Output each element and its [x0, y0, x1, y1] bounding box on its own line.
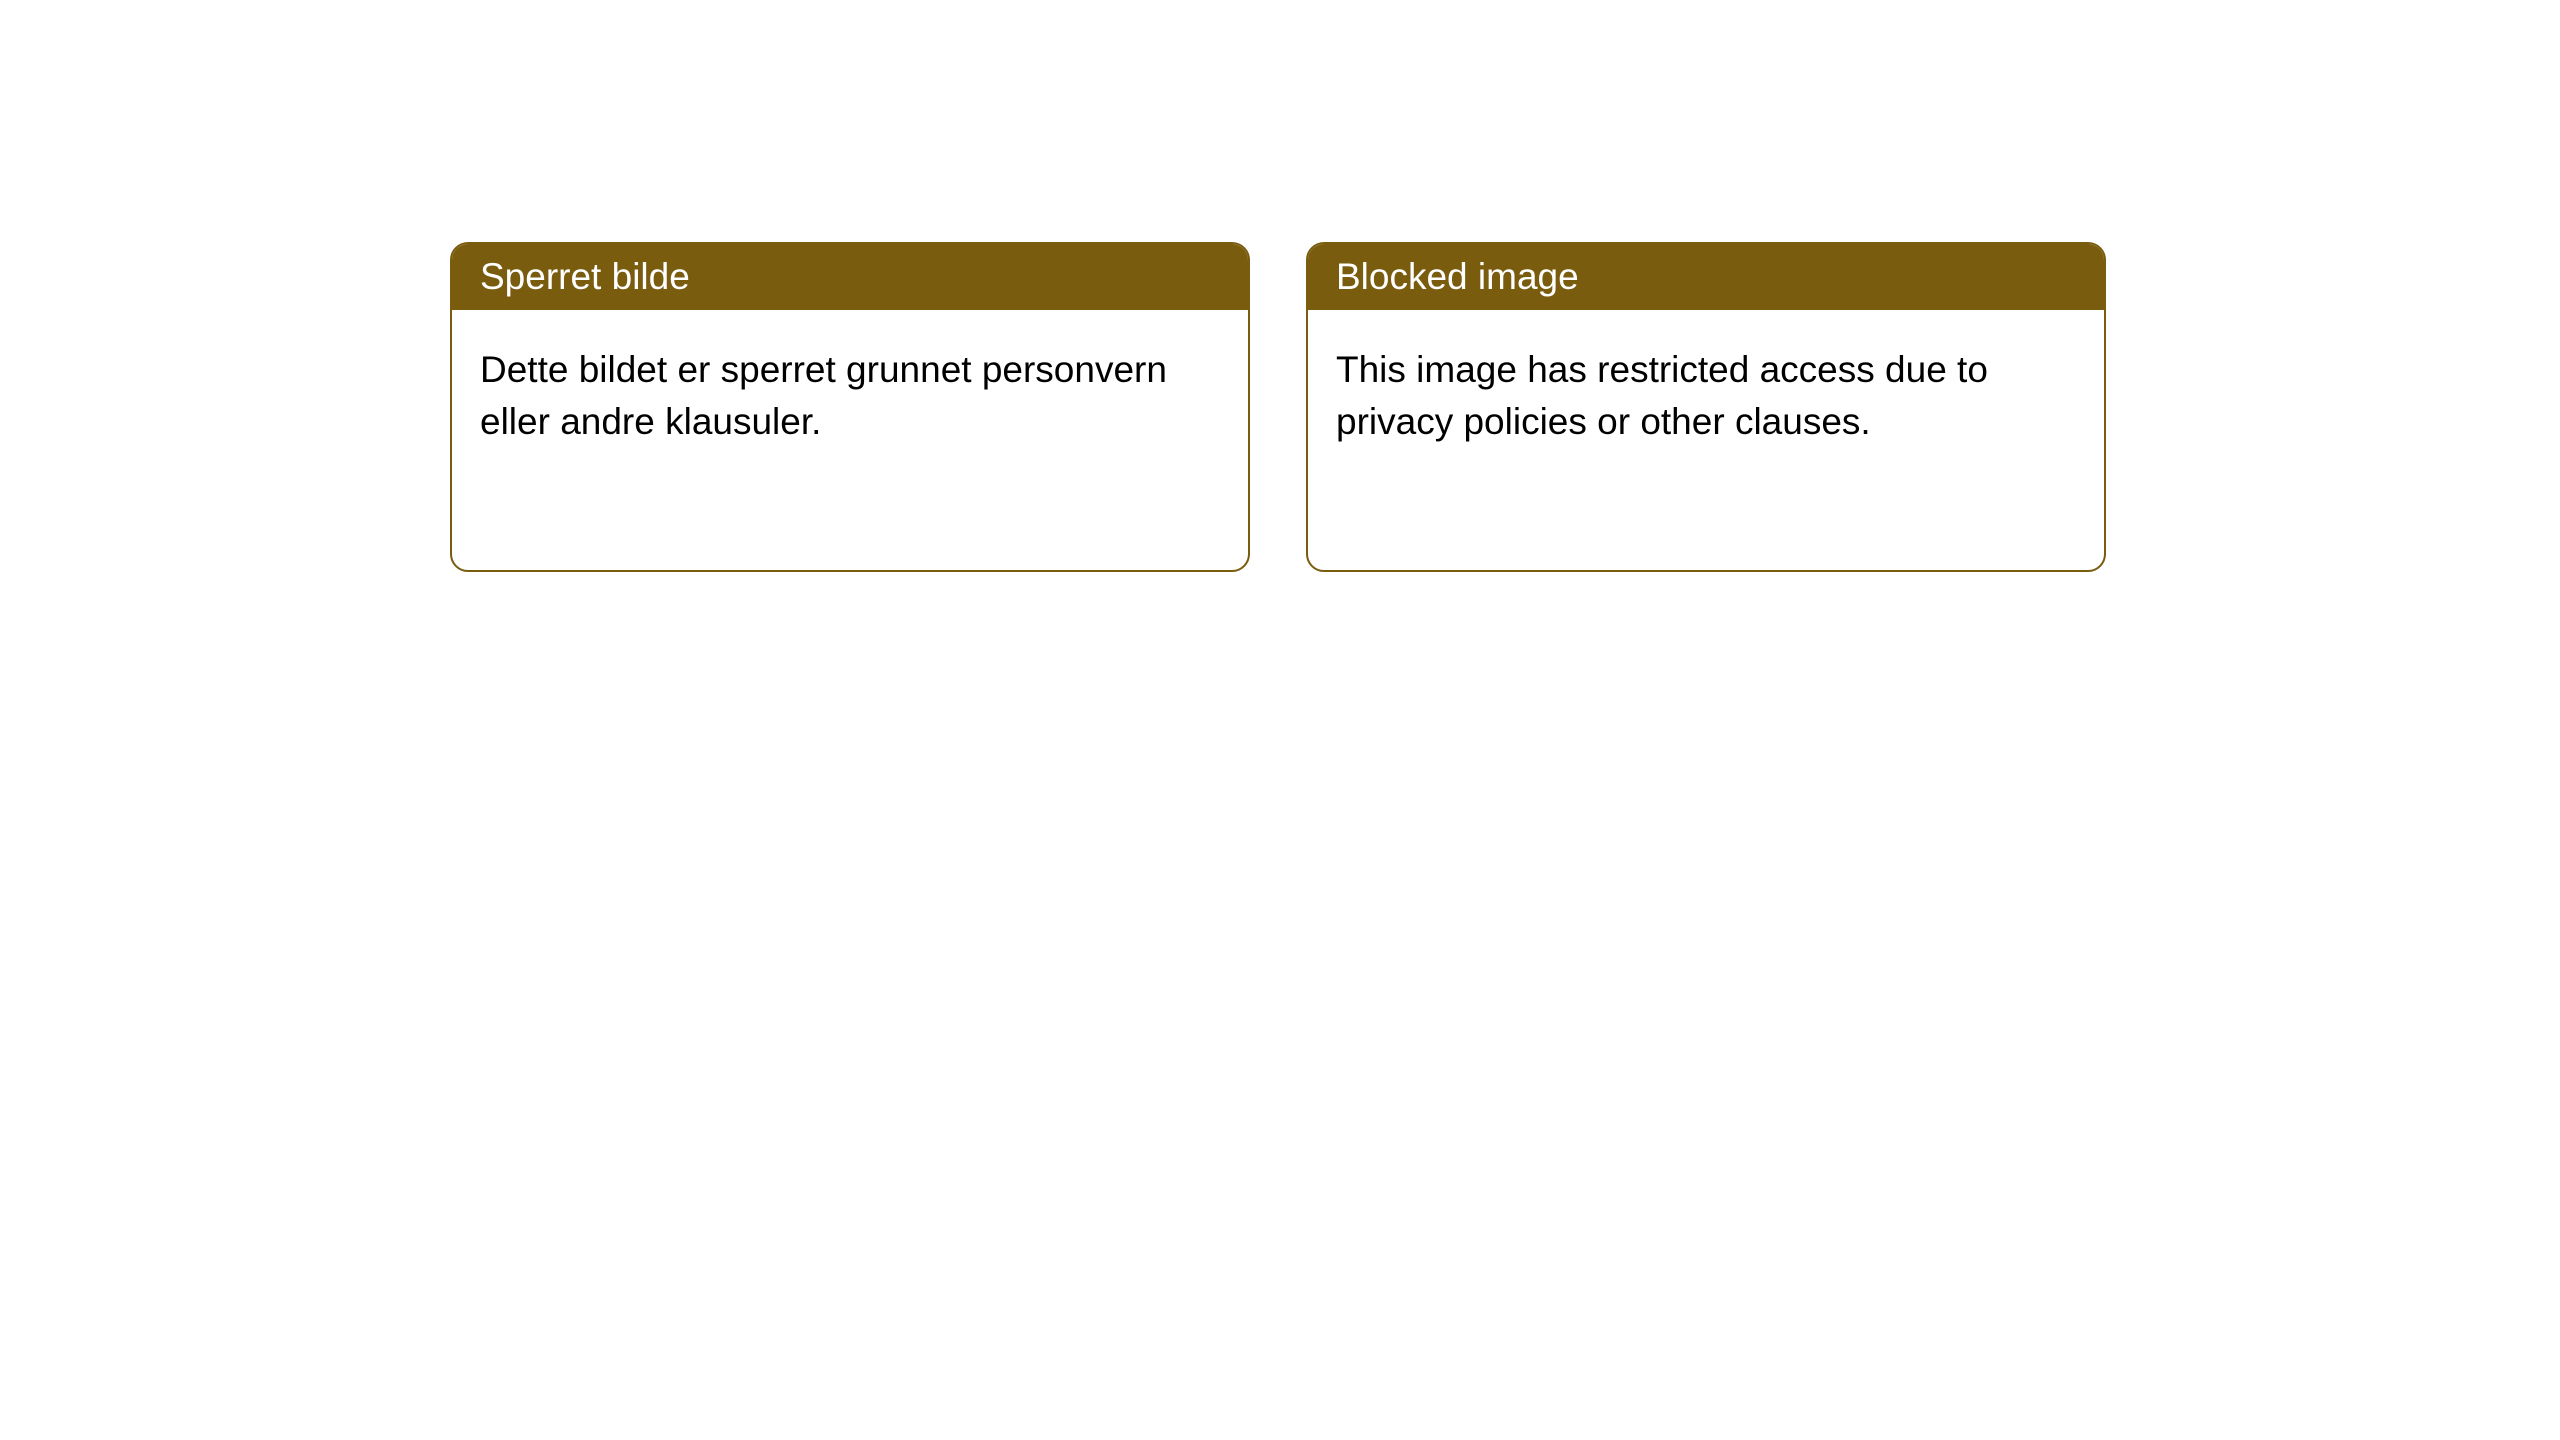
- notice-card-title: Sperret bilde: [452, 244, 1248, 310]
- notice-card-body: Dette bildet er sperret grunnet personve…: [452, 310, 1248, 482]
- notice-card-title: Blocked image: [1308, 244, 2104, 310]
- notice-card-norwegian: Sperret bilde Dette bildet er sperret gr…: [450, 242, 1250, 572]
- notice-container: Sperret bilde Dette bildet er sperret gr…: [450, 242, 2106, 572]
- notice-card-english: Blocked image This image has restricted …: [1306, 242, 2106, 572]
- notice-card-body: This image has restricted access due to …: [1308, 310, 2104, 482]
